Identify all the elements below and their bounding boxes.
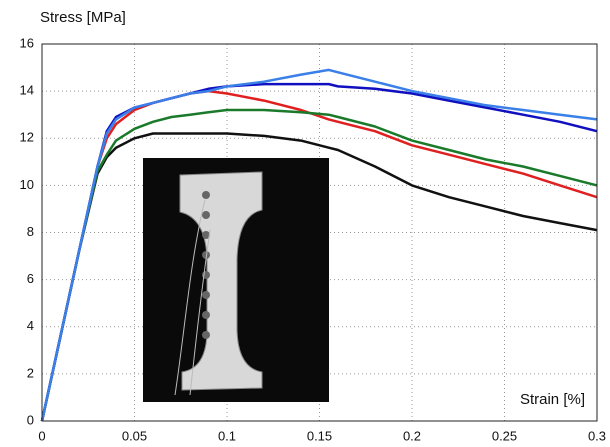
x-tick-label: 0.3 xyxy=(588,428,606,443)
gauge xyxy=(202,231,210,239)
y-tick-label: 0 xyxy=(27,412,34,427)
gauge xyxy=(202,211,210,219)
wires xyxy=(174,199,211,396)
gauge xyxy=(202,251,210,259)
y-axis-title: Stress [MPa] xyxy=(40,9,126,26)
gauge xyxy=(202,191,210,199)
y-tick-label: 14 xyxy=(20,83,34,98)
x-tick-label: 0.05 xyxy=(122,428,147,443)
x-tick-label: 0.2 xyxy=(403,428,421,443)
x-tick-label: 0.1 xyxy=(218,428,236,443)
gauge xyxy=(202,291,210,299)
y-tick-label: 10 xyxy=(20,177,34,192)
inset-photo xyxy=(143,158,329,402)
data-line xyxy=(40,68,598,422)
y-tick-label: 16 xyxy=(20,35,34,50)
x-axis-title: Strain [%] xyxy=(520,391,585,408)
plot-frame xyxy=(41,43,598,422)
x-tick-label: 0.15 xyxy=(307,428,332,443)
data-line xyxy=(40,108,598,422)
x-tick-label: 0 xyxy=(38,428,45,443)
gauge xyxy=(202,331,210,339)
x-tick-label: 0.25 xyxy=(492,428,517,443)
y-tick-label: 2 xyxy=(27,365,34,380)
y-tick-label: 6 xyxy=(27,271,34,286)
gauge xyxy=(202,311,210,319)
y-tick-label: 8 xyxy=(27,224,34,239)
y-tick-label: 12 xyxy=(20,130,34,145)
y-tick-label: 4 xyxy=(27,318,34,333)
